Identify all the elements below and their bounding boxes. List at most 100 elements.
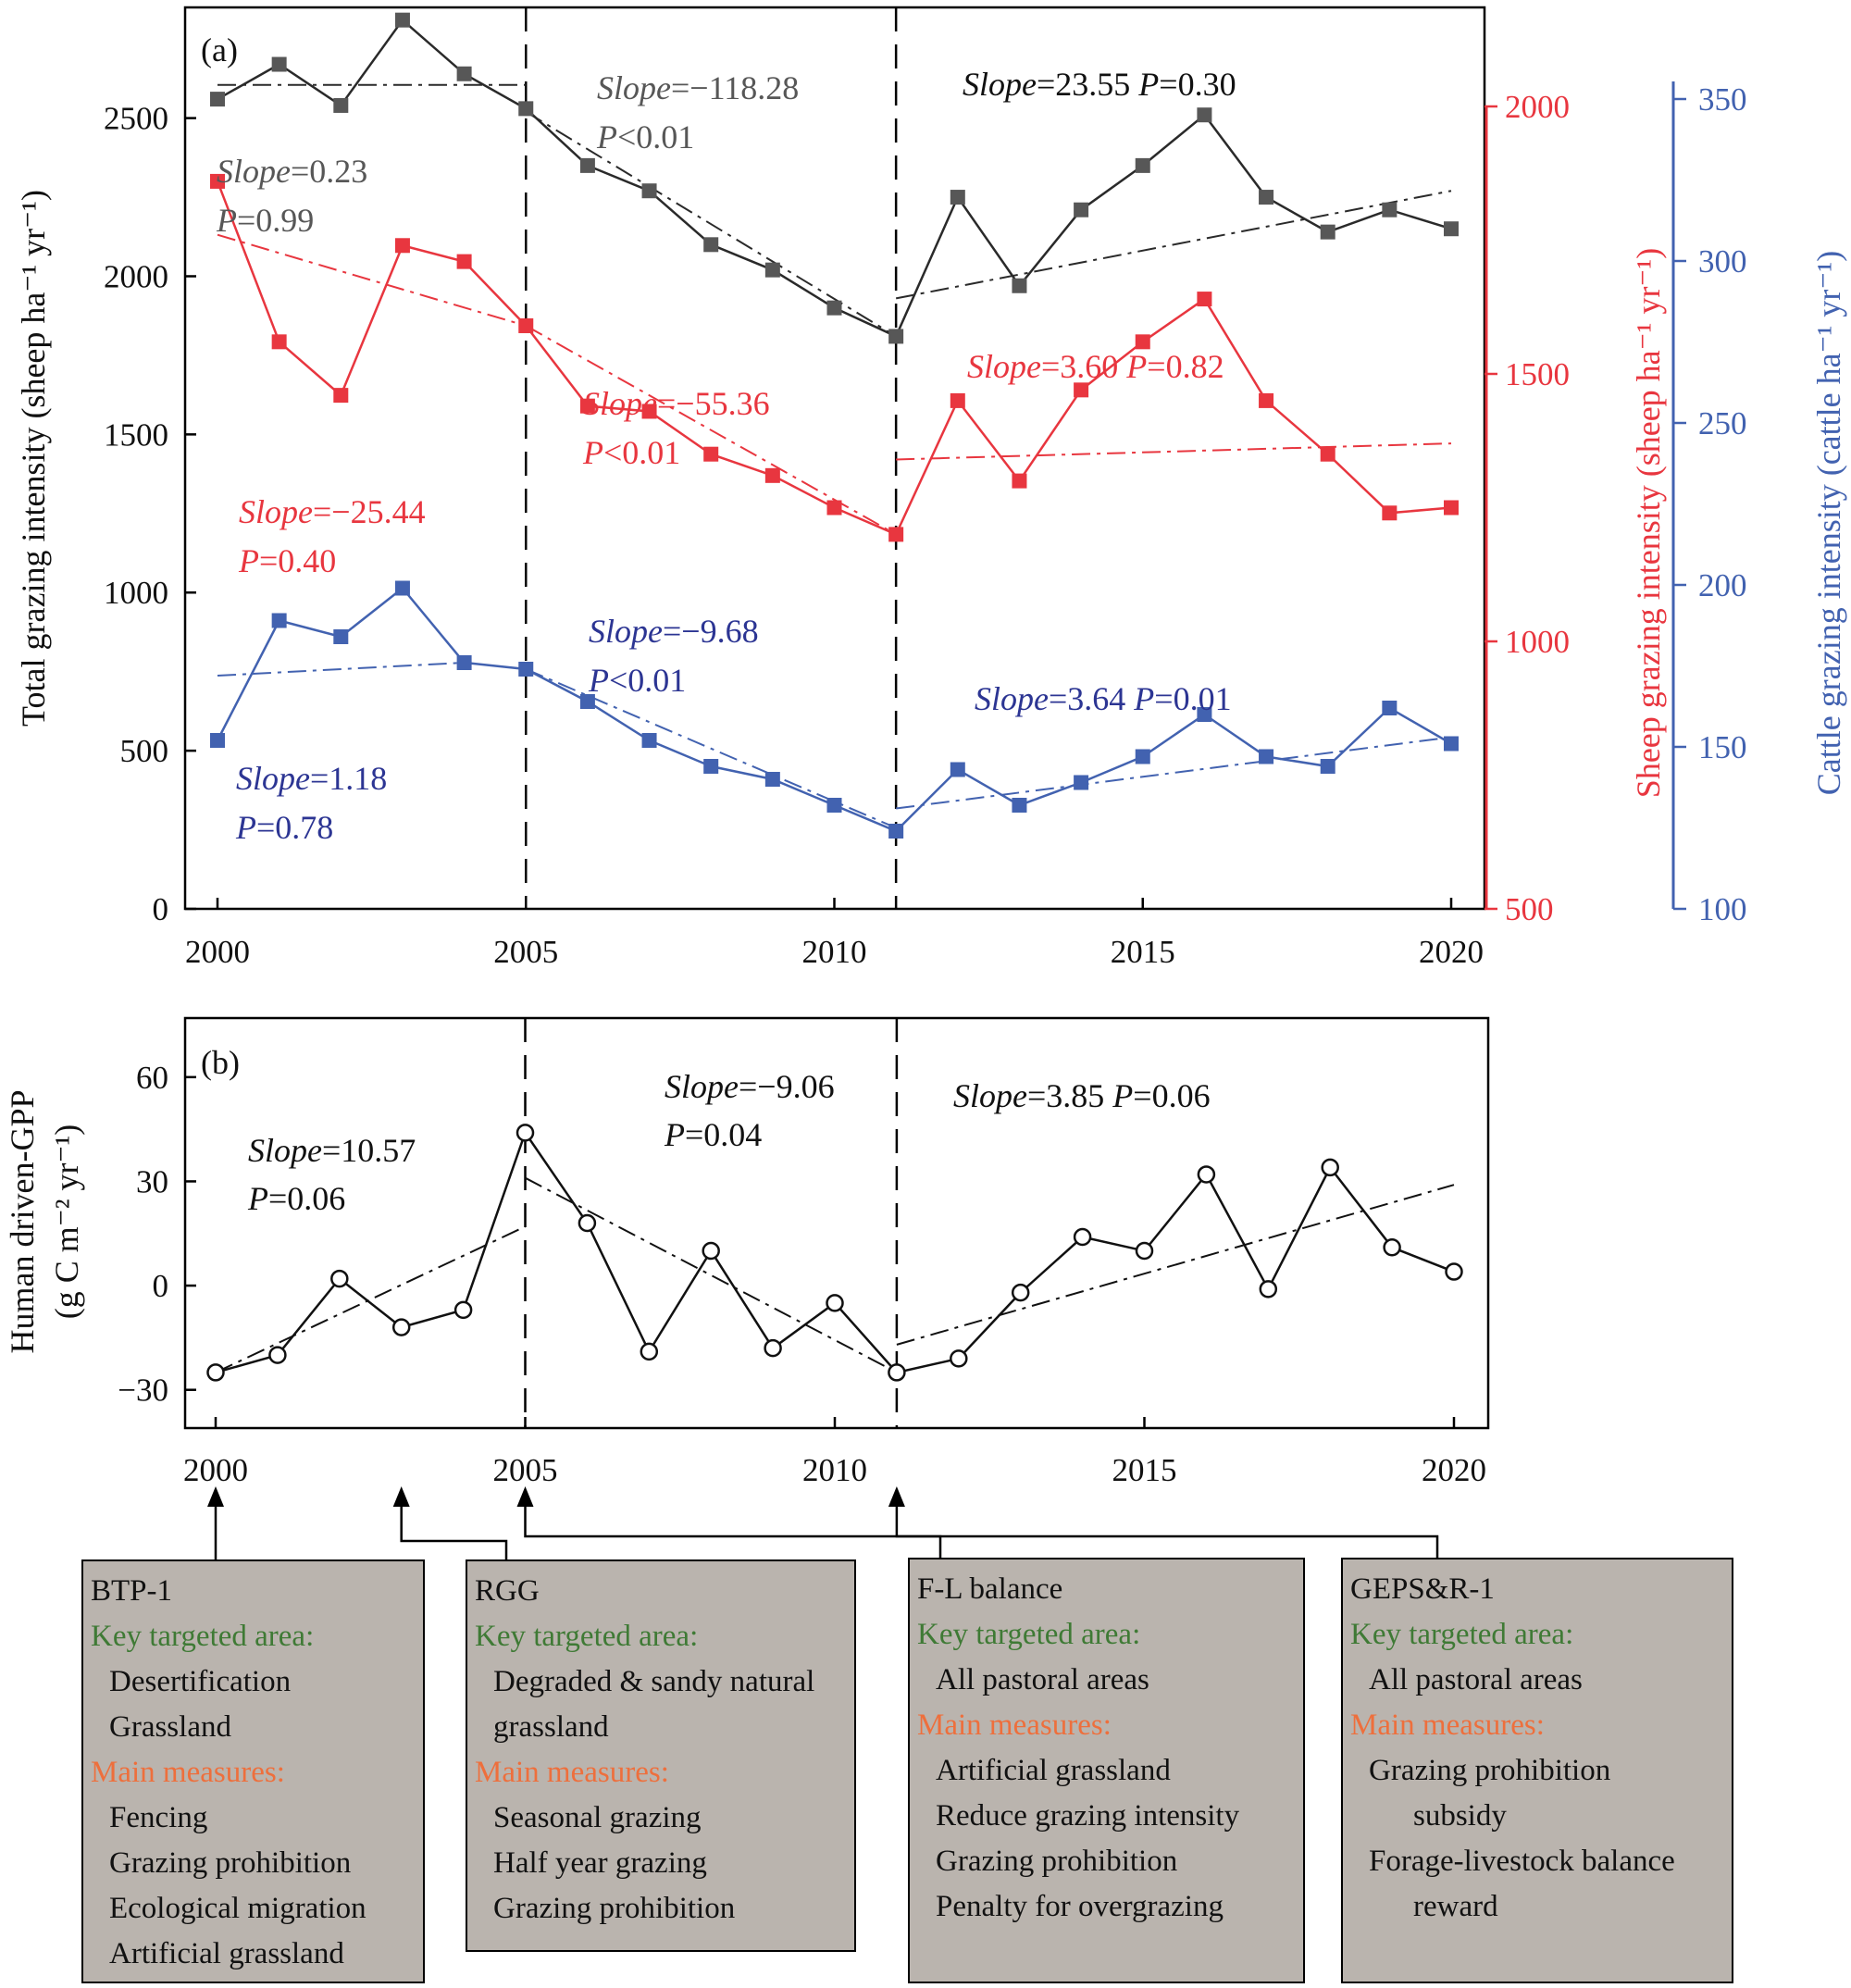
sheep-data-point (1012, 473, 1027, 489)
slope-value: −9.06 (757, 1068, 834, 1105)
y-axis-label-cattle: Cattle grazing intensity (cattle ha⁻¹ yr… (1810, 251, 1847, 795)
sheep-data-point (826, 500, 842, 516)
x-tick-label: 2005 (493, 1452, 558, 1488)
cattle-data-point (1012, 798, 1027, 813)
y-axis-label-sheep: Sheep grazing intensity (sheep ha⁻¹ yr⁻¹… (1630, 248, 1667, 798)
key-area-item: Degraded & sandy natural (493, 1665, 815, 1698)
y-tick-label: 2000 (104, 258, 168, 294)
slope-label: Slope (975, 680, 1049, 717)
measure-item: Reduce grazing intensity (936, 1799, 1240, 1833)
total-data-point (456, 66, 472, 81)
sheep-y-tick-label: 1500 (1505, 356, 1570, 392)
total-trend-line (525, 110, 897, 338)
slope-label: Slope (589, 613, 663, 650)
policy-box-fl-balance: F-L balance Key targeted area: All pasto… (908, 1558, 1305, 1983)
y-tick-label: 500 (120, 733, 169, 769)
x-tick-label: 2005 (493, 934, 558, 970)
measure-item: Artificial grassland (109, 1937, 344, 1970)
sheep-annotation: P=0.40 (238, 542, 336, 579)
measure-item: Grazing prohibition (936, 1845, 1178, 1878)
slope-label: Slope (583, 385, 657, 422)
sheep-data-point (1444, 500, 1459, 516)
gpp-data-point (1135, 1241, 1154, 1261)
cattle-data-point (1074, 775, 1089, 790)
total-data-point (1259, 190, 1274, 205)
cattle-y-tick-label: 200 (1698, 567, 1747, 603)
slope-value: 3.64 (1067, 680, 1125, 717)
policy-name: BTP-1 (91, 1574, 173, 1608)
p-value: =0.40 (259, 542, 336, 579)
p-value: =0.04 (685, 1116, 762, 1153)
sheep-data-point (1074, 382, 1089, 398)
cattle-data-point (764, 772, 780, 787)
gpp-trend-line (896, 1184, 1455, 1346)
y-tick-label: 0 (153, 891, 169, 927)
y-axis-label-gpp: Human driven-GPP (4, 1090, 41, 1354)
slope-label: Slope (248, 1132, 322, 1169)
x-tick-label: 2000 (185, 934, 250, 970)
gpp-data-point (826, 1294, 844, 1312)
gpp-data-point (516, 1124, 535, 1142)
cattle-y-tick-label: 150 (1698, 729, 1747, 765)
total-data-point (703, 237, 719, 253)
sheep-data-point (579, 398, 595, 414)
measure-item: Half year grazing (493, 1846, 707, 1880)
measure-item: Grazing prohibition (109, 1846, 352, 1880)
equals-sign: = (657, 385, 676, 422)
gpp-data-point (391, 1318, 411, 1336)
measure-item: Grazing prohibition (1369, 1754, 1611, 1787)
p-label: P (216, 202, 237, 239)
equals-sign: = (313, 493, 331, 530)
total-data-point (271, 56, 287, 72)
sheep-data-point (271, 334, 287, 350)
measures-label: Main measures: (91, 1756, 285, 1789)
gpp-annotation: P=0.06 (247, 1180, 345, 1217)
cattle-data-point (1135, 749, 1150, 764)
equals-sign: = (1027, 1077, 1046, 1114)
panel-b-frame (183, 1016, 1490, 1430)
measure-item: Penalty for overgrazing (936, 1890, 1224, 1923)
y-tick-label: 0 (153, 1268, 169, 1304)
gpp-data-point (702, 1241, 720, 1261)
measure-item: Fencing (109, 1801, 208, 1834)
gpp-trend-line (525, 1176, 898, 1373)
cattle-series-line (216, 586, 1452, 833)
sheep-annotation: Slope=−55.36 (583, 385, 770, 422)
total-annotation: P=0.99 (216, 202, 314, 239)
sheep-data-point (1135, 334, 1150, 350)
total-data-point (826, 300, 842, 316)
key-area-label: Key targeted area: (1350, 1618, 1574, 1651)
total-data-point (1074, 202, 1089, 217)
policy-box-geps-r1: GEPS&R-1 Key targeted area: All pastoral… (1341, 1558, 1733, 1983)
cattle-data-point (1444, 736, 1459, 752)
key-area-item: All pastoral areas (936, 1663, 1149, 1696)
cattle-annotation: P<0.01 (588, 662, 686, 699)
cattle-data-point (888, 824, 904, 839)
gpp-data-point (453, 1300, 473, 1320)
y-axis-label-total: Total grazing intensity (sheep ha⁻¹ yr⁻¹… (15, 190, 52, 727)
cattle-data-point (518, 662, 534, 677)
sheep-annotation: P<0.01 (582, 434, 680, 471)
y-tick-label: 2500 (104, 101, 168, 137)
p-label: P (664, 1116, 685, 1153)
sheep-data-point (210, 173, 225, 189)
total-data-point (950, 190, 965, 205)
measures-label: Main measures: (917, 1708, 1112, 1742)
p-value: =0.06 (1133, 1077, 1210, 1114)
key-area-item: Grassland (109, 1710, 231, 1744)
p-value: =0.99 (237, 202, 314, 239)
gpp-trend-line (215, 1225, 526, 1373)
arrow-head-icon (207, 1486, 224, 1507)
policy-name: RGG (475, 1574, 540, 1608)
total-annotation: P<0.01 (596, 118, 694, 155)
y-axis-label-gpp-units: (g C m⁻² yr⁻¹) (48, 1124, 85, 1320)
slope-label: Slope (597, 69, 671, 106)
equals-sign: = (291, 153, 309, 190)
sheep-y-tick-label: 2000 (1505, 89, 1570, 125)
equals-sign: = (1049, 680, 1067, 717)
p-label: P (1130, 66, 1159, 103)
sheep-data-point (888, 527, 904, 542)
cattle-data-point (826, 798, 842, 813)
slope-label: Slope (239, 493, 313, 530)
total-data-point (333, 97, 349, 113)
